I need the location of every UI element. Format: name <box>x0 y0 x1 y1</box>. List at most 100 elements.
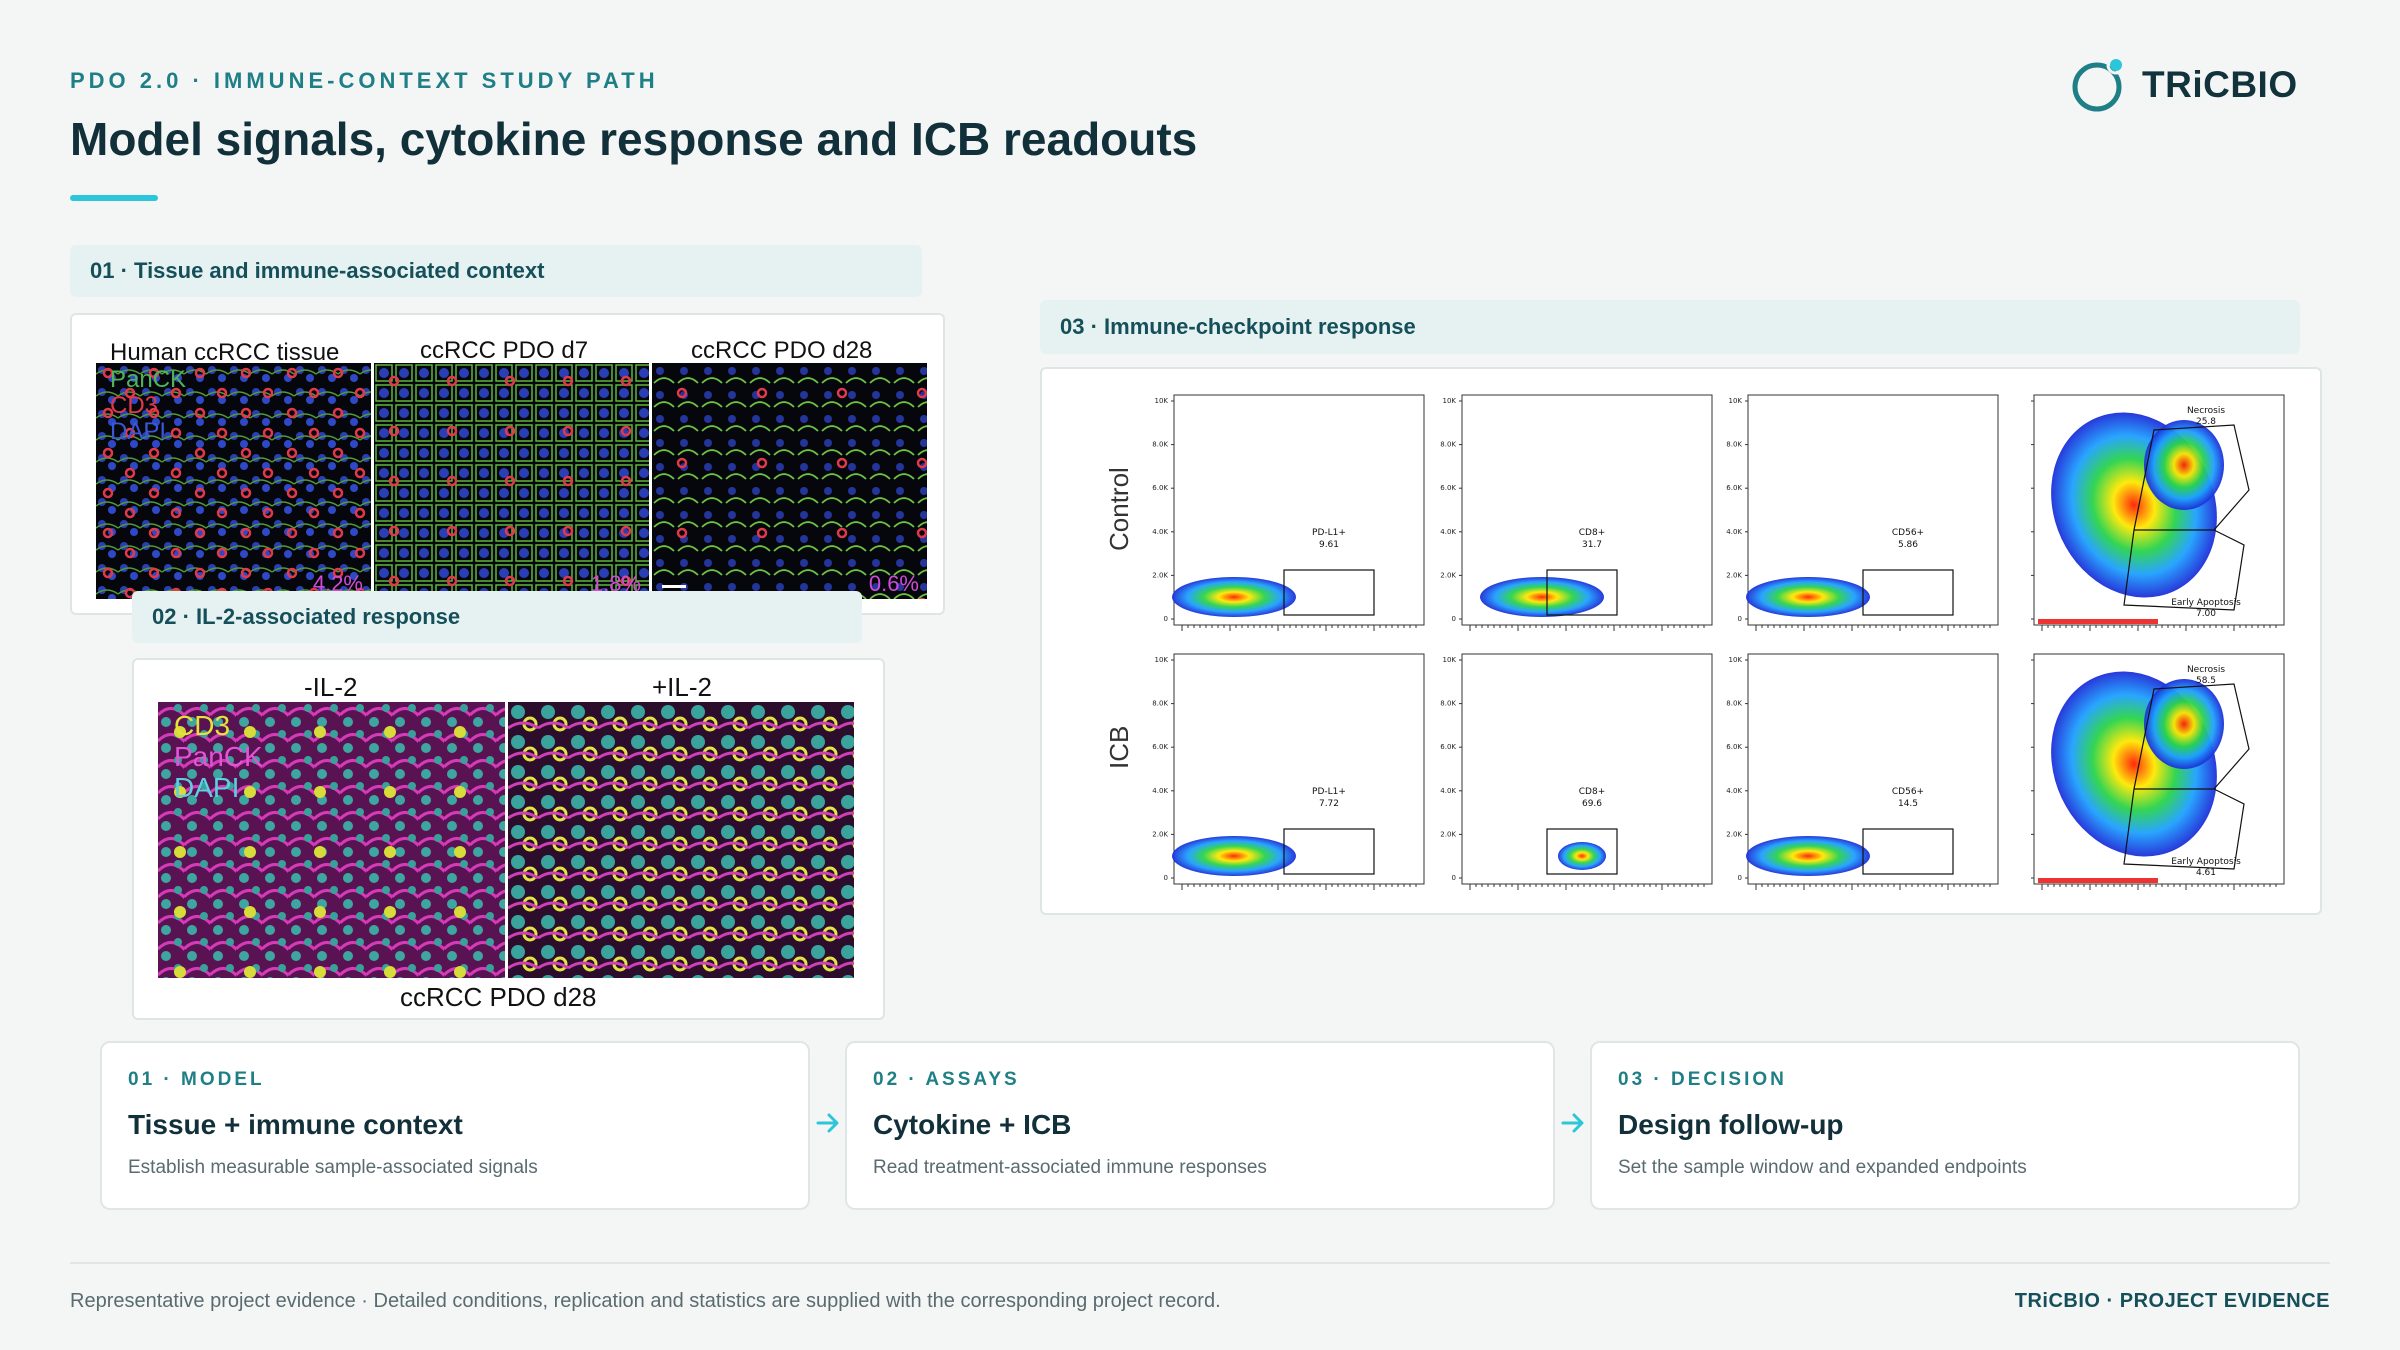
y-tick-label: 10K <box>1155 656 1169 664</box>
y-tick-label: 2.0K <box>1726 571 1742 579</box>
gate-name: CD56+ <box>1892 787 1924 797</box>
eyebrow-label: PDO 2.0 · IMMUNE-CONTEXT STUDY PATH <box>70 68 659 93</box>
gate-value: 69.6 <box>1582 799 1602 809</box>
gate-name: Early Apoptosis <box>2171 857 2241 867</box>
il2-image-plus <box>508 702 854 978</box>
gate-name: Necrosis <box>2187 406 2225 416</box>
gate-name: Early Apoptosis <box>2171 598 2241 608</box>
y-tick-label: 2.0K <box>1440 830 1456 838</box>
gate-name: Necrosis <box>2187 665 2225 675</box>
y-tick-label: 6.0K <box>1440 484 1456 492</box>
flow-plot: 10K 8.0K 6.0K 4.0K 2.0K 0 PD-L1+ 9.61 <box>1152 394 1425 631</box>
y-tick-label: 2.0K <box>1440 571 1456 579</box>
legend-panck: PanCK <box>110 366 187 393</box>
flow-card-model: 01 · MODEL Tissue + immune context Estab… <box>100 1041 810 1210</box>
y-tick-label: 2.0K <box>1726 830 1742 838</box>
il2-figure-panel: -IL-2 +IL-2 CD3 PanCK DAPI <box>132 658 885 1020</box>
y-tick-label: 6.0K <box>1152 484 1168 492</box>
y-tick-label: 8.0K <box>1440 700 1456 708</box>
gate-value: 7.00 <box>2196 609 2216 619</box>
y-tick-label: 10K <box>1443 656 1457 664</box>
brand-logo: TRiCBIO <box>2070 56 2298 114</box>
flow-step-label: 02 · ASSAYS <box>873 1069 1020 1090</box>
y-tick-label: 4.0K <box>1726 787 1742 795</box>
flow-plot: 10K 8.0K 6.0K 4.0K 2.0K 0 CD56+ 14.5 <box>1726 653 1999 890</box>
section-heading-icb: 03 · Immune-checkpoint response <box>1040 300 2300 354</box>
y-tick-label: 0 <box>1452 615 1456 623</box>
gate-value: 14.5 <box>1898 799 1918 809</box>
y-tick-label: 10K <box>1729 397 1743 405</box>
y-tick-label: 4.0K <box>1440 787 1456 795</box>
y-tick-label: 10K <box>1155 397 1169 405</box>
footer-note: Representative project evidence · Detail… <box>70 1290 1221 1312</box>
section-heading-tissue: 01 · Tissue and immune-associated contex… <box>70 245 922 297</box>
y-tick-label: 6.0K <box>1152 743 1168 751</box>
flow-title: Tissue + immune context <box>128 1109 463 1140</box>
column-label-d7: ccRCC PDO d7 <box>420 337 589 364</box>
gate-value: 5.86 <box>1898 540 1918 550</box>
y-tick-label: 0 <box>1452 874 1456 882</box>
column-label-d28: ccRCC PDO d28 <box>691 337 873 364</box>
arrow-right-icon <box>1561 1113 1584 1133</box>
flow-step-label: 03 · DECISION <box>1618 1069 1787 1090</box>
il2-legend-cd3: CD3 <box>174 710 231 741</box>
il2-caption: ccRCC PDO d28 <box>400 982 597 1012</box>
il2-legend-panck: PanCK <box>174 741 263 772</box>
flow-card-assays: 02 · ASSAYS Cytokine + ICB Read treatmen… <box>845 1041 1555 1210</box>
flow-description: Establish measurable sample-associated s… <box>128 1157 538 1178</box>
y-tick-label: 6.0K <box>1726 484 1742 492</box>
y-tick-label: 8.0K <box>1152 700 1168 708</box>
column-label-minus-il2: -IL-2 <box>304 672 358 702</box>
percent-d28: 0.6% <box>868 571 919 596</box>
flow-description: Set the sample window and expanded endpo… <box>1618 1157 2027 1178</box>
icb-flow-panel: Control ICB 10K 8.0K 6.0K 4.0K 2.0K 0 PD-L1+ 9.… <box>1040 367 2322 915</box>
y-tick-label: 2.0K <box>1152 830 1168 838</box>
gate-name: CD8+ <box>1579 528 1605 538</box>
y-tick-label: 2.0K <box>1152 571 1168 579</box>
il2-micrograph <box>508 702 854 978</box>
gate-name: CD56+ <box>1892 528 1924 538</box>
y-tick-label: 0 <box>1738 874 1742 882</box>
y-tick-label: 8.0K <box>1152 441 1168 449</box>
flow-plot: 10K 8.0K 6.0K 4.0K 2.0K 0 CD56+ 5.86 <box>1726 394 1999 631</box>
y-tick-label: 8.0K <box>1726 441 1742 449</box>
section-heading-il2: 02 · IL-2-associated response <box>132 591 862 643</box>
gate-value: 31.7 <box>1582 540 1602 550</box>
flow-cytometry-grid: 10K 8.0K 6.0K 4.0K 2.0K 0 PD-L1+ 9.61 10K 8.0K 6.0… <box>1152 394 2285 890</box>
tissue-image-d7: 1.8% <box>374 363 649 599</box>
y-tick-label: 10K <box>1729 656 1743 664</box>
flow-step-label: 01 · MODEL <box>128 1069 265 1090</box>
tissue-micrograph <box>652 363 927 599</box>
gate-name: PD-L1+ <box>1312 787 1346 797</box>
gate-value: 9.61 <box>1319 540 1339 550</box>
y-tick-label: 0 <box>1738 615 1742 623</box>
y-tick-label: 4.0K <box>1726 528 1742 536</box>
gate-value: 58.5 <box>2196 676 2216 686</box>
flow-title: Design follow-up <box>1618 1109 1844 1140</box>
footer-brand: TRiCBIO · PROJECT EVIDENCE <box>2014 1290 2330 1312</box>
flow-title: Cytokine + ICB <box>873 1109 1072 1140</box>
y-tick-label: 6.0K <box>1440 743 1456 751</box>
tissue-micrograph <box>96 363 371 599</box>
il2-legend-dapi: DAPI <box>174 772 240 803</box>
y-tick-label: 10K <box>1443 397 1457 405</box>
tissue-micrograph <box>374 363 649 599</box>
tissue-image-d28: 0.6% <box>652 363 927 599</box>
page-title: Model signals, cytokine response and ICB… <box>70 113 1198 165</box>
tissue-figure-panel: Human ccRCC tissue ccRCC PDO d7 ccRCC PD… <box>70 313 945 615</box>
y-tick-label: 6.0K <box>1726 743 1742 751</box>
y-tick-label: 4.0K <box>1152 787 1168 795</box>
gate-name: CD8+ <box>1579 787 1605 797</box>
logo-ring-icon <box>2072 56 2126 112</box>
flow-description: Read treatment-associated immune respons… <box>873 1157 1267 1178</box>
footer-divider <box>70 1262 2330 1264</box>
il2-micrograph <box>158 702 505 978</box>
legend-dapi: DAPI <box>110 418 167 445</box>
gate-value: 4.61 <box>2196 868 2216 878</box>
flow-plot: 10K 8.0K 6.0K 4.0K 2.0K 0 CD8+ 31.7 <box>1440 394 1713 631</box>
flow-plot: 10K 8.0K 6.0K 4.0K 2.0K 0 PD-L1+ 7.72 <box>1152 653 1425 890</box>
title-underline <box>70 195 158 201</box>
il2-image-minus: CD3 PanCK DAPI <box>158 702 505 978</box>
